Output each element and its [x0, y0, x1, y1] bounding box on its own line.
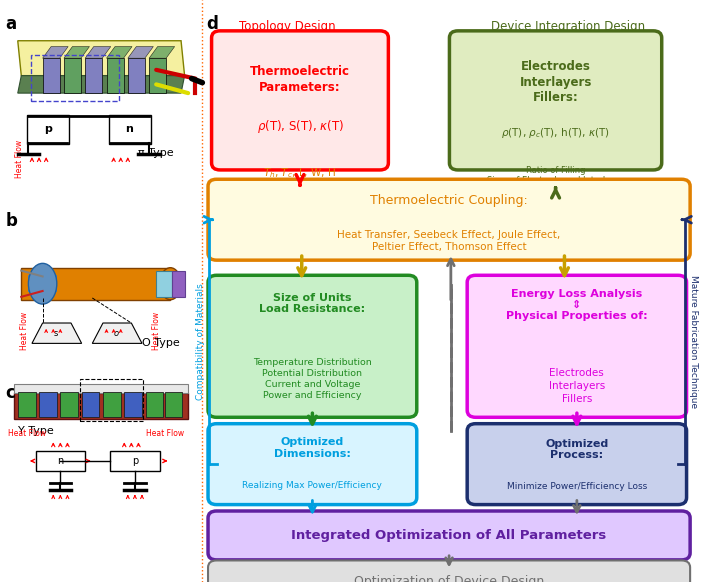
FancyBboxPatch shape: [106, 58, 124, 93]
Polygon shape: [128, 47, 153, 58]
FancyBboxPatch shape: [124, 392, 142, 417]
FancyBboxPatch shape: [85, 58, 102, 93]
Text: Thermoelectric
Parameters:: Thermoelectric Parameters:: [250, 65, 350, 94]
FancyBboxPatch shape: [449, 31, 662, 170]
Text: Temperature Distribution
Potential Distribution
Current and Voltage
Power and Ef: Temperature Distribution Potential Distr…: [253, 358, 372, 400]
Text: p: p: [67, 400, 72, 409]
Text: n: n: [58, 456, 63, 466]
FancyBboxPatch shape: [208, 179, 690, 260]
Text: s: s: [53, 329, 58, 338]
Polygon shape: [18, 41, 185, 76]
Text: n: n: [125, 124, 133, 134]
Text: o: o: [113, 329, 119, 338]
Text: Heat Flow: Heat Flow: [16, 140, 24, 178]
FancyBboxPatch shape: [21, 268, 170, 300]
FancyBboxPatch shape: [28, 275, 57, 292]
Text: $\rho$(T), $\rho_c$(T), h(T), $\kappa$(T): $\rho$(T), $\rho_c$(T), h(T), $\kappa$(T…: [501, 126, 610, 140]
Text: d: d: [206, 15, 218, 33]
FancyBboxPatch shape: [128, 58, 145, 93]
FancyBboxPatch shape: [60, 392, 78, 417]
FancyBboxPatch shape: [64, 58, 81, 93]
Text: n: n: [171, 400, 176, 409]
FancyBboxPatch shape: [467, 424, 687, 505]
Text: Device Integration Design: Device Integration Design: [491, 20, 645, 33]
Polygon shape: [64, 47, 89, 58]
FancyBboxPatch shape: [172, 271, 185, 297]
Text: π Type: π Type: [138, 148, 174, 158]
Text: Integrated Optimization of All Parameters: Integrated Optimization of All Parameter…: [291, 529, 607, 542]
Text: p: p: [43, 124, 52, 134]
Polygon shape: [106, 47, 132, 58]
Text: a: a: [6, 15, 17, 33]
Text: Heat Transfer, Seebeck Effect, Joule Effect,
Peltier Effect, Thomson Effect: Heat Transfer, Seebeck Effect, Joule Eff…: [337, 230, 561, 252]
FancyBboxPatch shape: [149, 58, 166, 93]
FancyBboxPatch shape: [208, 275, 417, 417]
FancyBboxPatch shape: [43, 58, 60, 93]
Text: Compatibility of Materials: Compatibility of Materials: [197, 283, 205, 400]
Text: Heat Flow: Heat Flow: [21, 311, 29, 350]
FancyBboxPatch shape: [39, 392, 57, 417]
Text: p: p: [132, 456, 138, 466]
Text: Mature Fabrication Technique: Mature Fabrication Technique: [689, 275, 698, 409]
Text: Energy Loss Analysis
⇕
Physical Properties of:: Energy Loss Analysis ⇕ Physical Properti…: [506, 289, 648, 321]
Text: Optimized
Process:: Optimized Process:: [545, 439, 608, 460]
FancyBboxPatch shape: [36, 451, 85, 471]
Text: n: n: [45, 400, 50, 409]
FancyBboxPatch shape: [27, 115, 69, 144]
FancyBboxPatch shape: [14, 384, 188, 393]
Polygon shape: [92, 323, 142, 343]
Text: p: p: [109, 400, 114, 409]
Text: Electrodes
Interlayers
Fillers:: Electrodes Interlayers Fillers:: [520, 61, 591, 104]
Text: Optimization of Device Design: Optimization of Device Design: [354, 576, 544, 582]
Text: Optimized
Dimensions:: Optimized Dimensions:: [274, 438, 351, 459]
Text: Y Type: Y Type: [18, 426, 53, 436]
FancyBboxPatch shape: [208, 511, 690, 560]
Polygon shape: [149, 47, 175, 58]
FancyBboxPatch shape: [14, 393, 188, 419]
FancyBboxPatch shape: [212, 31, 388, 170]
Polygon shape: [32, 323, 82, 343]
FancyBboxPatch shape: [165, 392, 182, 417]
Text: p: p: [24, 400, 29, 409]
Ellipse shape: [28, 263, 57, 304]
Text: Topology Design: Topology Design: [239, 20, 336, 33]
Text: Electrodes
Interlayers
Fillers: Electrodes Interlayers Fillers: [549, 368, 605, 404]
Text: n: n: [88, 400, 93, 409]
Text: Size of Units
Load Resistance:: Size of Units Load Resistance:: [259, 293, 366, 314]
Text: Heat Flow: Heat Flow: [152, 311, 160, 350]
Ellipse shape: [160, 268, 181, 300]
FancyBboxPatch shape: [18, 392, 36, 417]
FancyBboxPatch shape: [467, 275, 687, 417]
Text: O Type: O Type: [142, 338, 180, 347]
FancyBboxPatch shape: [156, 271, 172, 297]
FancyBboxPatch shape: [146, 392, 163, 417]
FancyBboxPatch shape: [208, 424, 417, 505]
FancyBboxPatch shape: [208, 560, 690, 582]
Polygon shape: [43, 47, 68, 58]
Text: Heat Flow: Heat Flow: [146, 429, 184, 438]
FancyBboxPatch shape: [110, 451, 160, 471]
Text: $T_h$, $T_c$, L, W, H: $T_h$, $T_c$, L, W, H: [263, 166, 337, 180]
Text: Thermoelectric Coupling:: Thermoelectric Coupling:: [370, 194, 528, 207]
Polygon shape: [18, 76, 185, 93]
Polygon shape: [85, 47, 111, 58]
Text: c: c: [6, 384, 16, 402]
Text: b: b: [6, 212, 18, 230]
Text: p: p: [152, 400, 157, 409]
FancyBboxPatch shape: [109, 115, 151, 144]
FancyBboxPatch shape: [103, 392, 121, 417]
FancyBboxPatch shape: [82, 392, 99, 417]
Text: n: n: [131, 400, 136, 409]
Text: Minimize Power/Efficiency Loss: Minimize Power/Efficiency Loss: [507, 482, 647, 491]
Text: Realizing Max Power/Efficiency: Realizing Max Power/Efficiency: [242, 481, 383, 489]
Text: Heat Flow: Heat Flow: [8, 429, 46, 438]
Text: $\rho$(T), S(T), $\kappa$(T): $\rho$(T), S(T), $\kappa$(T): [256, 118, 344, 136]
Text: Ratio of Filling
Sizes of Electrode and Interlayer: Ratio of Filling Sizes of Electrode and …: [487, 166, 624, 185]
